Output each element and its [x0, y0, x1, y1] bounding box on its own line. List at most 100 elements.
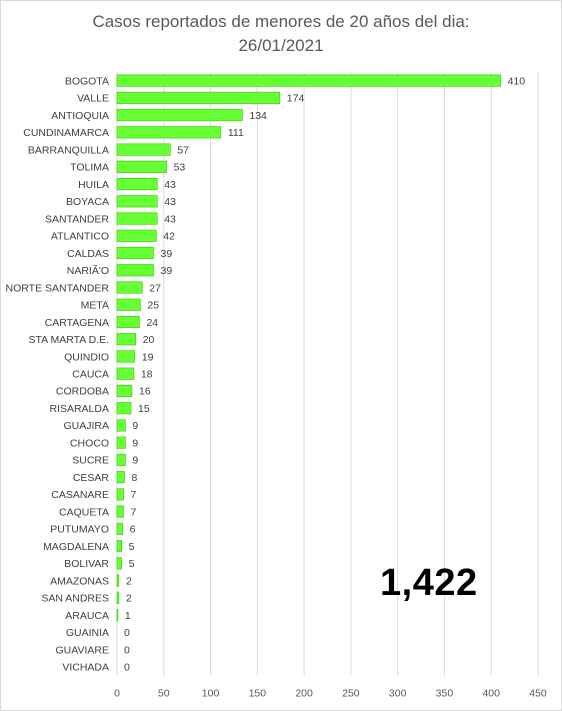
x-tick-label-150: 150	[249, 687, 267, 699]
category-label-24: CASANARE	[51, 489, 109, 501]
category-label-10: CALDAS	[67, 248, 109, 260]
bar-14	[116, 315, 140, 329]
value-label-34: 0	[124, 662, 130, 674]
bar-18	[116, 384, 133, 397]
category-label-2: ANTIOQUIA	[51, 110, 109, 122]
value-label-29: 2	[126, 575, 132, 587]
bar-2	[116, 109, 243, 122]
bar-31	[116, 609, 119, 622]
value-label-19: 15	[138, 403, 150, 415]
value-label-22: 9	[132, 455, 138, 467]
bar-25	[116, 505, 124, 518]
value-label-7: 43	[164, 196, 176, 208]
bar-9	[116, 229, 157, 242]
category-label-32: GUAINIA	[66, 627, 109, 639]
bar-20	[116, 419, 126, 432]
bar-3	[116, 126, 222, 139]
value-label-26: 6	[130, 524, 136, 536]
value-label-12: 27	[149, 282, 161, 294]
category-label-4: BARRANQUILLA	[28, 144, 109, 156]
x-tick-label-250: 250	[342, 687, 360, 699]
bar-29	[116, 574, 120, 587]
category-label-20: GUAJIRA	[63, 420, 109, 432]
category-label-26: PUTUMAYO	[50, 524, 109, 536]
value-label-0: 410	[508, 75, 526, 87]
bar-16	[116, 350, 136, 363]
x-tick-label-400: 400	[482, 687, 500, 699]
category-label-0: BOGOTA	[65, 75, 109, 87]
category-label-31: ARAUCA	[65, 610, 109, 622]
value-label-1: 174	[287, 93, 305, 105]
bar-21	[116, 436, 126, 449]
bar-26	[116, 522, 123, 535]
x-tick-label-50: 50	[158, 687, 170, 699]
bar-11	[116, 264, 154, 277]
x-tick-label-0: 0	[114, 687, 120, 699]
bar-10	[116, 246, 154, 260]
value-label-30: 2	[126, 593, 132, 605]
bar-12	[116, 281, 143, 294]
category-label-27: MAGDALENA	[43, 541, 109, 553]
category-label-21: CHOCO	[70, 437, 109, 449]
value-label-17: 18	[141, 369, 153, 381]
category-label-5: TOLIMA	[70, 162, 109, 174]
value-label-31: 1	[125, 610, 131, 622]
category-label-8: SANTANDER	[45, 213, 109, 225]
value-label-5: 53	[174, 162, 186, 174]
bar-19	[116, 402, 132, 415]
bar-5	[116, 160, 167, 173]
value-label-24: 7	[131, 489, 137, 501]
bar-8	[116, 212, 158, 225]
value-label-14: 24	[146, 317, 158, 329]
bar-7	[116, 195, 158, 208]
category-label-15: STA MARTA D.E.	[28, 334, 109, 346]
category-label-12: NORTE SANTANDER	[6, 282, 110, 294]
value-label-16: 19	[142, 351, 154, 363]
bar-13	[116, 298, 141, 311]
value-label-25: 7	[131, 506, 137, 518]
bar-4	[116, 143, 171, 156]
bar-24	[116, 488, 124, 501]
category-label-33: GUAVIARE	[56, 644, 109, 656]
category-label-16: QUINDIO	[64, 351, 109, 363]
category-label-11: NARIÃ'O	[67, 264, 109, 277]
total-annotation: 1,422	[380, 562, 478, 604]
value-label-28: 5	[129, 558, 135, 570]
value-label-15: 20	[143, 334, 155, 346]
bar-1	[116, 91, 281, 104]
value-label-21: 9	[132, 437, 138, 449]
category-label-22: SUCRE	[72, 455, 109, 467]
x-tick-label-350: 350	[436, 687, 454, 699]
category-label-25: CAQUETA	[59, 506, 109, 518]
value-label-11: 39	[160, 265, 172, 277]
category-label-6: HUILA	[78, 179, 109, 191]
bar-17	[116, 367, 135, 380]
value-label-2: 134	[249, 110, 267, 122]
bar-22	[116, 453, 126, 466]
category-label-13: META	[81, 300, 109, 312]
x-tick-label-300: 300	[389, 687, 407, 699]
category-label-7: BOYACA	[66, 196, 109, 208]
chart-title: Casos reportados de menores de 20 años d…	[92, 12, 470, 31]
bar-6	[116, 178, 158, 191]
value-label-10: 39	[160, 248, 172, 260]
category-label-18: CORDOBA	[56, 386, 109, 398]
category-label-1: VALLE	[77, 93, 109, 105]
bar-23	[116, 471, 125, 484]
category-label-28: BOLIVAR	[64, 558, 109, 570]
category-label-14: CARTAGENA	[45, 317, 109, 329]
value-label-32: 0	[124, 627, 130, 639]
category-label-34: VICHADA	[62, 662, 109, 674]
category-label-30: SAN ANDRES	[41, 593, 109, 605]
value-label-20: 9	[132, 420, 138, 432]
value-label-4: 57	[177, 144, 189, 156]
value-label-27: 5	[129, 541, 135, 553]
category-label-29: AMAZONAS	[50, 575, 109, 587]
chart-subtitle: 26/01/2021	[238, 36, 324, 55]
value-label-9: 42	[163, 231, 175, 243]
value-label-33: 0	[124, 644, 130, 656]
bar-28	[116, 557, 122, 570]
category-label-19: RISARALDA	[49, 403, 109, 415]
value-label-3: 111	[228, 127, 244, 139]
